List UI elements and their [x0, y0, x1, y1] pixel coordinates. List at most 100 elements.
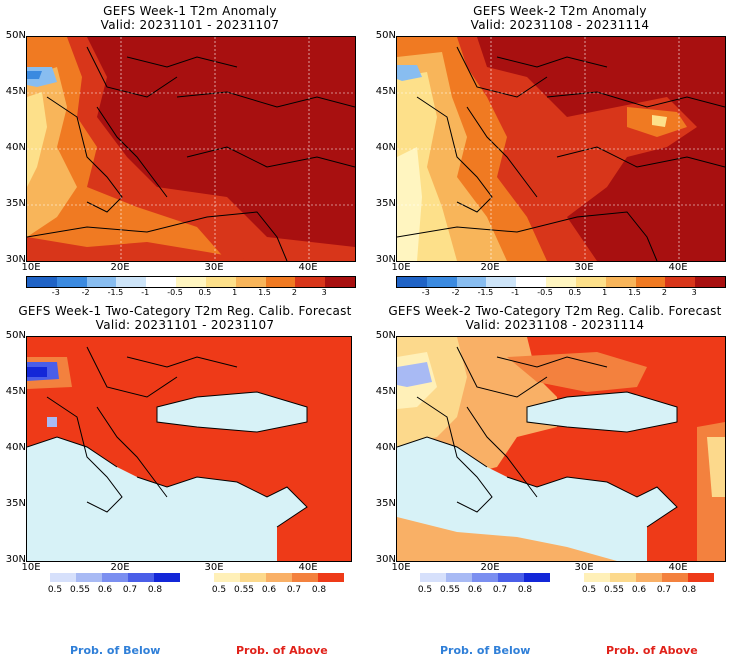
cbar-tick: -3 — [421, 288, 430, 297]
valid-text: Valid: 20231101 - 20231107 — [95, 318, 275, 332]
anomaly-colorbar — [26, 276, 356, 288]
anomaly-map-svg — [397, 37, 725, 261]
lon-label-40e: 40E — [668, 562, 688, 573]
probability-map-svg — [397, 337, 725, 561]
lat-label-45n: 45N — [5, 86, 26, 97]
below-tick: 0.5 — [417, 585, 433, 595]
colorbar-segment — [154, 573, 180, 582]
lon-label-30e: 30E — [204, 262, 224, 273]
colorbar-segment — [472, 573, 498, 582]
lat-label-40n: 40N — [5, 442, 26, 453]
colorbar-segment — [240, 573, 266, 582]
panel-week2-probability: GEFS Week-2 Two-Category T2m Reg. Calib.… — [370, 300, 740, 662]
lat-label-40n: 40N — [375, 142, 396, 153]
colorbar-segment — [128, 573, 154, 582]
colorbar-segment — [498, 573, 524, 582]
colorbar-segment — [235, 277, 266, 287]
title-text: GEFS Week-2 Two-Category T2m Reg. Calib.… — [388, 304, 722, 318]
title-text: GEFS Week-1 T2m Anomaly — [103, 4, 277, 18]
above-tick: 0.7 — [286, 585, 302, 595]
colorbar-segment — [146, 277, 177, 287]
lon-label-10e: 10E — [391, 562, 411, 573]
panel-title: GEFS Week-1 T2m Anomaly Valid: 20231101 … — [25, 4, 355, 32]
lat-label-35n: 35N — [5, 198, 26, 209]
cbar-tick: -1 — [511, 288, 520, 297]
colorbar-segment — [318, 573, 344, 582]
below-colorbar-ticks: 0.5 0.55 0.6 0.7 0.8 — [47, 585, 180, 595]
colorbar-segment — [397, 277, 427, 287]
prob-below-label: Prob. of Below — [440, 644, 531, 657]
lat-label-30n: 30N — [5, 554, 26, 565]
colorbar-segment — [635, 277, 666, 287]
colorbar-segment — [695, 277, 725, 287]
lon-label-30e: 30E — [204, 562, 224, 573]
lat-label-30n: 30N — [375, 554, 396, 565]
colorbar-segment — [486, 277, 517, 287]
cbar-tick: 1.5 — [628, 288, 641, 297]
title-text: GEFS Week-1 Two-Category T2m Reg. Calib.… — [18, 304, 352, 318]
colorbar-segment — [546, 277, 576, 287]
lon-label-20e: 20E — [480, 262, 500, 273]
below-tick: 0.7 — [492, 585, 508, 595]
colorbar-segment — [524, 573, 550, 582]
below-tick: 0.7 — [122, 585, 138, 595]
lon-label-10e: 10E — [21, 562, 41, 573]
below-colorbar — [50, 573, 180, 582]
cbar-tick: -1.5 — [477, 288, 494, 297]
lon-label-20e: 20E — [110, 562, 130, 573]
cbar-tick: 2 — [661, 288, 667, 297]
lat-label-45n: 45N — [375, 386, 396, 397]
cbar-tick: -2 — [451, 288, 460, 297]
valid-text: Valid: 20231101 - 20231107 — [100, 18, 280, 32]
below-tick: 0.8 — [147, 585, 163, 595]
cbar-tick: 0.5 — [198, 288, 212, 297]
below-tick: 0.6 — [467, 585, 483, 595]
probability-map — [26, 336, 352, 562]
colorbar-segment — [76, 573, 102, 582]
colorbar-segment — [688, 573, 714, 582]
above-tick: 0.5 — [581, 585, 597, 595]
below-colorbar — [420, 573, 550, 582]
below-tick: 0.55 — [69, 585, 91, 595]
panel-title: GEFS Week-2 T2m Anomaly Valid: 20231108 … — [395, 4, 725, 32]
below-tick: 0.5 — [47, 585, 63, 595]
lon-label-10e: 10E — [21, 262, 41, 273]
cbar-tick: -1 — [141, 288, 150, 297]
below-colorbar-ticks: 0.5 0.55 0.6 0.7 0.8 — [417, 585, 550, 595]
lat-label-30n: 30N — [375, 254, 396, 265]
colorbar-segment — [50, 573, 76, 582]
above-tick: 0.7 — [656, 585, 672, 595]
colorbar-segment — [420, 573, 446, 582]
lat-label-45n: 45N — [375, 86, 396, 97]
lat-label-35n: 35N — [375, 498, 396, 509]
above-tick: 0.8 — [681, 585, 697, 595]
colorbar-segment — [265, 277, 296, 287]
title-text: GEFS Week-2 T2m Anomaly — [473, 4, 647, 18]
valid-text: Valid: 20231108 - 20231114 — [470, 18, 650, 32]
colorbar-segment — [292, 573, 318, 582]
above-colorbar — [214, 573, 344, 582]
cbar-tick: 0.5 — [568, 288, 582, 297]
cbar-tick: 3 — [321, 288, 327, 297]
colorbar-segment — [295, 277, 326, 287]
colorbar-segment — [446, 573, 472, 582]
lon-label-30e: 30E — [574, 562, 594, 573]
lon-label-40e: 40E — [298, 562, 318, 573]
colorbar-segment — [176, 277, 206, 287]
anomaly-map-svg — [27, 37, 355, 261]
lat-label-35n: 35N — [5, 498, 26, 509]
lon-label-30e: 30E — [574, 262, 594, 273]
cbar-tick: -0.5 — [167, 288, 183, 297]
colorbar-segment — [116, 277, 147, 287]
above-tick: 0.55 — [233, 585, 255, 595]
above-tick: 0.6 — [631, 585, 647, 595]
above-tick: 0.8 — [311, 585, 327, 595]
prob-above-label: Prob. of Above — [236, 644, 328, 657]
colorbar-segment — [610, 573, 636, 582]
cbar-tick: -1.5 — [107, 288, 124, 297]
above-tick: 0.6 — [261, 585, 277, 595]
below-tick: 0.8 — [517, 585, 533, 595]
colorbar-segment — [266, 573, 292, 582]
colorbar-segment — [27, 277, 57, 287]
lat-label-30n: 30N — [5, 254, 26, 265]
